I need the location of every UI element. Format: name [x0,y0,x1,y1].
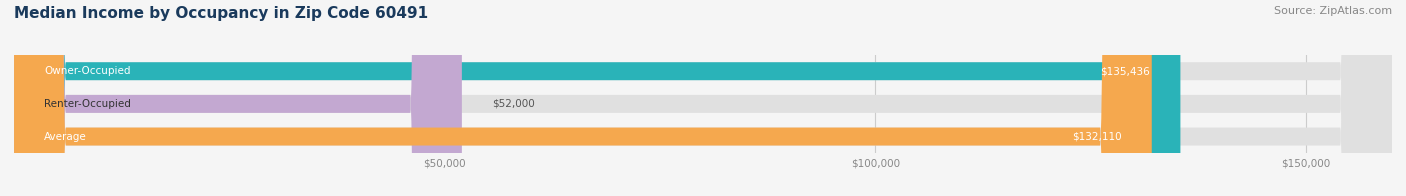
Text: $135,436: $135,436 [1101,66,1150,76]
Text: Median Income by Occupancy in Zip Code 60491: Median Income by Occupancy in Zip Code 6… [14,6,429,21]
FancyBboxPatch shape [14,0,1392,196]
FancyBboxPatch shape [14,0,463,196]
FancyBboxPatch shape [14,0,1392,196]
Text: $132,110: $132,110 [1071,132,1122,142]
FancyBboxPatch shape [14,0,1392,196]
Text: Owner-Occupied: Owner-Occupied [44,66,131,76]
Text: $52,000: $52,000 [492,99,534,109]
FancyBboxPatch shape [14,0,1181,196]
Text: Renter-Occupied: Renter-Occupied [44,99,131,109]
Text: Average: Average [44,132,87,142]
Text: Source: ZipAtlas.com: Source: ZipAtlas.com [1274,6,1392,16]
FancyBboxPatch shape [14,0,1152,196]
